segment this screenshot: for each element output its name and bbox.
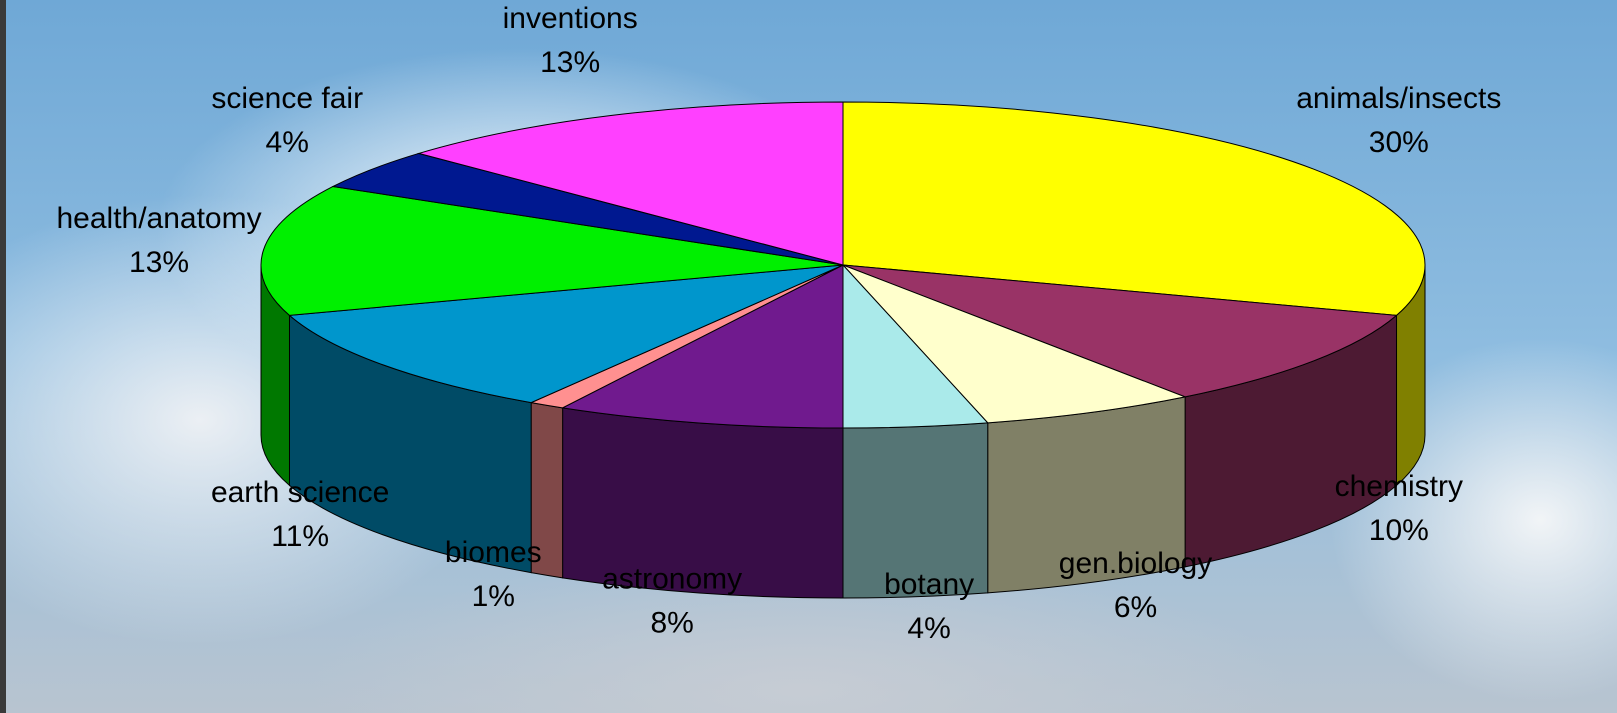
slice-value-label: 11% [271,520,329,553]
slice-label: astronomy [602,562,742,595]
slice-label: botany [884,568,974,601]
slide: animals/insects 30% chemistry 10% gen.biolog… [0,0,1617,713]
slice-label: health/anatomy [56,202,261,235]
chart: animals/insects 30% chemistry 10% gen.biolog… [0,0,1617,713]
slice-label: gen.biology [1059,547,1212,580]
slice-value-label: 4% [907,612,950,645]
slice-label: biomes [445,536,542,569]
slice-label: earth science [211,476,389,509]
slice-value-label: 1% [472,580,515,613]
slice-value-label: 4% [266,126,309,159]
slice-value-label: 8% [650,606,693,639]
slice-value-label: 13% [540,46,600,79]
pie-tops [261,102,1425,428]
slice-label: animals/insects [1296,82,1501,115]
slice-value-label: 10% [1369,514,1429,547]
slice-label: chemistry [1335,470,1463,503]
slice-value-label: 30% [1369,126,1429,159]
slice-label: science fair [211,82,363,115]
slice-value-label: 6% [1114,591,1157,624]
slice-label: inventions [503,2,638,35]
slice-value-label: 13% [129,246,189,279]
